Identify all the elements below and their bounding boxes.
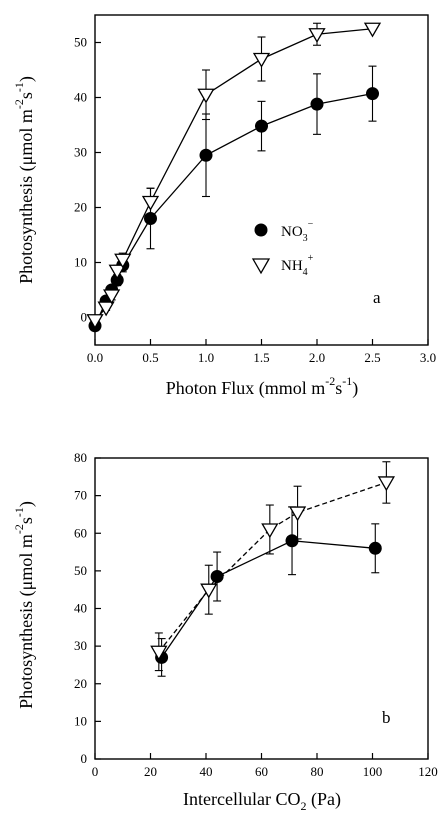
- series-line: [161, 540, 376, 658]
- y-tick-label: 0: [81, 751, 88, 766]
- data-point-triangle: [261, 523, 279, 539]
- panel-b-label: b: [382, 708, 391, 727]
- panel-a-x-axis-title: Photon Flux (mmol m-2s-1): [166, 374, 359, 399]
- legend-nh4-label: NH4+: [281, 253, 314, 278]
- data-point-triangle: [97, 301, 115, 317]
- panel-b-x-ticks: 0 20 40 60 80 100 120: [92, 753, 438, 779]
- y-tick-label: 40: [74, 90, 87, 105]
- x-tick-label: 3.0: [420, 350, 436, 365]
- legend-nh4-marker: [251, 258, 271, 275]
- panel-a-y-ticks: 0 10 20 30 40 50: [74, 35, 101, 325]
- data-point-triangle: [363, 22, 382, 38]
- data-point-circle: [366, 87, 379, 101]
- data-point-triangle: [86, 314, 104, 330]
- data-point-circle: [310, 97, 324, 111]
- panel-b-y-axis-title: Photosynthesis (μmol m-2s-1): [12, 501, 37, 709]
- panel-a-series: [86, 22, 382, 333]
- x-tick-label: 60: [255, 764, 268, 779]
- panel-a-y-axis-title: Photosynthesis (μmol m-2s-1): [12, 76, 37, 284]
- x-tick-label: 100: [363, 764, 383, 779]
- x-tick-label: 80: [311, 764, 324, 779]
- chart-panel-a: 0.0 0.5 1.0 1.5 2.0 2.5 3.0 0 10 20 30 40 50 NO3− N…: [12, 14, 436, 399]
- data-point-circle: [285, 534, 299, 548]
- panel-b-series: [150, 461, 396, 677]
- data-point-circle: [255, 119, 268, 133]
- data-point-circle: [199, 148, 213, 162]
- y-tick-label: 50: [74, 563, 87, 578]
- y-tick-label: 10: [74, 713, 87, 728]
- panel-b-x-axis-title: Intercellular CO2 (Pa): [183, 789, 341, 813]
- y-tick-label: 40: [74, 601, 87, 616]
- panel-a-legend: NO3− NH4+: [251, 219, 314, 278]
- data-point-circle: [368, 541, 382, 555]
- x-tick-label: 1.5: [253, 350, 269, 365]
- y-tick-label: 20: [74, 200, 87, 215]
- panel-a-label: a: [373, 288, 381, 307]
- data-point-triangle: [308, 28, 326, 44]
- data-point-triangle: [288, 506, 307, 522]
- y-tick-label: 30: [74, 145, 87, 160]
- panel-a-x-ticks: 0.0 0.5 1.0 1.5 2.0 2.5 3.0: [87, 339, 436, 365]
- y-tick-label: 30: [74, 638, 87, 653]
- legend-no3-label: NO3−: [281, 219, 314, 244]
- x-tick-label: 20: [144, 764, 157, 779]
- x-tick-label: 120: [418, 764, 438, 779]
- y-tick-label: 0: [81, 310, 88, 325]
- x-tick-label: 0.5: [142, 350, 158, 365]
- series-nh4: [86, 22, 382, 330]
- series-no3: [155, 506, 382, 677]
- panel-b-frame: [94, 457, 429, 760]
- data-point-triangle: [114, 253, 132, 269]
- data-point-triangle: [108, 264, 126, 280]
- series-no3: [88, 65, 379, 333]
- data-point-triangle: [103, 289, 121, 305]
- chart-panel-b: 0 20 40 60 80 100 120 0 10 20 30 40 50 60 70 80 b Inte…: [12, 450, 438, 813]
- legend-no3-marker: [254, 223, 268, 237]
- data-point-triangle: [200, 583, 218, 599]
- series-line: [94, 28, 373, 321]
- y-tick-label: 60: [74, 525, 87, 540]
- x-tick-label: 2.5: [364, 350, 380, 365]
- y-tick-label: 80: [74, 450, 87, 465]
- data-point-triangle: [252, 52, 271, 68]
- x-tick-label: 2.0: [309, 350, 325, 365]
- y-tick-label: 10: [74, 255, 87, 270]
- series-line: [94, 93, 373, 327]
- series-nh4: [150, 461, 396, 672]
- x-tick-label: 40: [200, 764, 213, 779]
- x-tick-label: 0.0: [87, 350, 103, 365]
- series-line: [158, 481, 387, 653]
- x-tick-label: 1.0: [198, 350, 214, 365]
- data-point-triangle: [141, 195, 160, 211]
- x-tick-label: 0: [92, 764, 99, 779]
- y-tick-label: 20: [74, 676, 87, 691]
- data-point-triangle: [197, 88, 215, 104]
- y-tick-label: 70: [74, 488, 87, 503]
- y-tick-label: 50: [74, 35, 87, 50]
- panel-b-y-ticks: 0 10 20 30 40 50 60 70 80: [74, 450, 101, 766]
- data-point-triangle: [150, 645, 168, 661]
- data-point-circle: [210, 570, 224, 584]
- data-point-triangle: [377, 476, 396, 492]
